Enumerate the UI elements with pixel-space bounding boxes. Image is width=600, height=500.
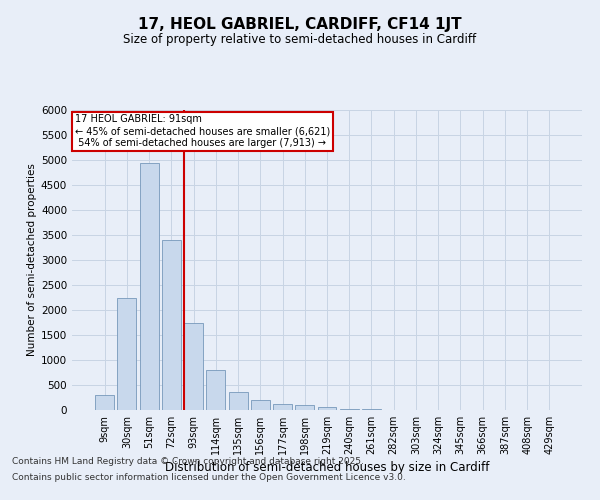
Bar (206, 370, 225, 410)
Text: 17, HEOL GABRIEL, CARDIFF, CF14 1JT: 17, HEOL GABRIEL, CARDIFF, CF14 1JT (138, 18, 462, 32)
Bar (340, 408, 359, 410)
Bar (295, 405, 314, 410)
X-axis label: Distribution of semi-detached houses by size in Cardiff: Distribution of semi-detached houses by … (165, 461, 489, 474)
Text: Contains public sector information licensed under the Open Government Licence v3: Contains public sector information licen… (12, 472, 406, 482)
Bar (251, 400, 270, 410)
Bar (95, 395, 114, 410)
Bar (118, 298, 136, 410)
Text: 17 HEOL GABRIEL: 91sqm
← 45% of semi-detached houses are smaller (6,621)
 54% of: 17 HEOL GABRIEL: 91sqm ← 45% of semi-det… (74, 114, 330, 148)
Bar (140, 162, 158, 410)
Text: Size of property relative to semi-detached houses in Cardiff: Size of property relative to semi-detach… (124, 32, 476, 46)
Bar (162, 240, 181, 410)
Text: Contains HM Land Registry data © Crown copyright and database right 2025.: Contains HM Land Registry data © Crown c… (12, 458, 364, 466)
Bar (229, 392, 248, 410)
Bar (362, 409, 381, 410)
Bar (184, 322, 203, 410)
Y-axis label: Number of semi-detached properties: Number of semi-detached properties (27, 164, 37, 356)
Bar (317, 407, 337, 410)
Bar (273, 404, 292, 410)
